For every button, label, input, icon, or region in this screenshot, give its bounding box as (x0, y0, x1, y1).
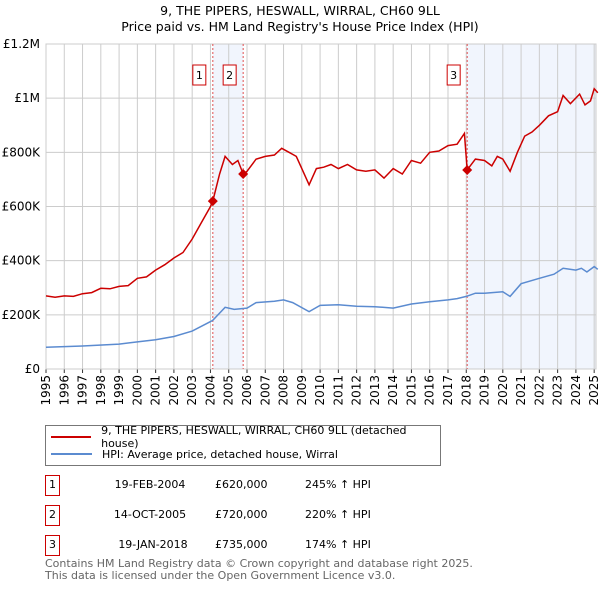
x-tick-label: 2025 (587, 375, 600, 406)
sale-marker-box: 1 (45, 475, 60, 496)
legend: 9, THE PIPERS, HESWALL, WIRRAL, CH60 9LL… (45, 424, 441, 466)
sale-price: £735,000 (215, 538, 268, 551)
x-tick-label: 1997 (76, 375, 90, 406)
x-tick-label: 2017 (441, 375, 455, 406)
x-tick-label: 2006 (240, 375, 254, 406)
legend-item-hpi: HPI: Average price, detached house, Wirr… (51, 446, 338, 462)
x-tick-label: 2008 (277, 375, 291, 406)
x-tick-label: 2018 (459, 375, 473, 406)
x-tick-label: 1996 (57, 375, 71, 406)
sale-point (238, 169, 249, 179)
sale-price: £720,000 (215, 508, 268, 521)
x-tick-label: 2007 (258, 375, 272, 406)
y-tick-label: £1.2M (3, 37, 40, 51)
hpi-line (45, 265, 599, 349)
x-tick-label: 2001 (149, 375, 163, 406)
sale-label: 2 (226, 69, 233, 82)
x-tick-label: 1998 (94, 375, 108, 406)
footer-line: Contains HM Land Registry data © Crown c… (45, 557, 473, 570)
title-line: 9, THE PIPERS, HESWALL, WIRRAL, CH60 9LL (160, 3, 440, 18)
x-tick-label: 1995 (39, 375, 53, 406)
y-tick-label: £600K (2, 200, 42, 214)
x-tick-label: 2000 (130, 375, 144, 406)
x-tick-label: 2016 (423, 375, 437, 406)
sale-hpi: 245% ↑ HPI (305, 478, 371, 491)
sale-hpi: 174% ↑ HPI (305, 538, 371, 551)
sale-point (462, 164, 473, 175)
x-tick-label: 1999 (112, 375, 126, 406)
subtitle-line: Price paid vs. HM Land Registry's House … (121, 19, 479, 34)
x-tick-label: 2013 (368, 375, 382, 406)
legend-swatch-blue (51, 453, 92, 455)
y-tick-label: £0 (25, 362, 40, 376)
x-tick-label: 2022 (532, 375, 546, 406)
y-tick-label: £200K (2, 308, 42, 322)
chart-title: 9, THE PIPERS, HESWALL, WIRRAL, CH60 9LL… (0, 3, 600, 35)
legend-swatch-red (51, 436, 92, 438)
sale-label-box (446, 64, 461, 86)
x-tick-label: 2003 (185, 375, 199, 406)
x-tick-label: 2005 (222, 375, 236, 406)
plot-border (45, 43, 597, 370)
x-tick-label: 2014 (386, 375, 400, 406)
legend-label: 9, THE PIPERS, HESWALL, WIRRAL, CH60 9LL… (101, 424, 407, 450)
x-tick-label: 2009 (295, 375, 309, 406)
sale-label: 3 (450, 69, 457, 82)
sale-marker-box: 3 (45, 535, 60, 556)
sale-hpi: 220% ↑ HPI (305, 508, 371, 521)
sale-date: 19-FEB-2004 (114, 478, 186, 491)
footer: Contains HM Land Registry data © Crown c… (45, 558, 473, 582)
x-tick-label: 2023 (551, 375, 565, 406)
x-tick-label: 2015 (404, 375, 418, 406)
x-tick-label: 2020 (496, 375, 510, 406)
sale-point (207, 196, 218, 207)
x-tick-label: 2002 (167, 375, 181, 406)
sale-label: 1 (196, 69, 203, 82)
x-tick-label: 2004 (203, 375, 217, 406)
sale-label-box (222, 64, 237, 86)
y-tick-label: £1M (14, 91, 40, 105)
sale-date: 14-OCT-2005 (113, 508, 187, 521)
y-tick-label: £800K (2, 145, 42, 159)
x-tick-label: 2012 (350, 375, 364, 406)
y-tick-label: £400K (2, 254, 42, 268)
x-tick-label: 2021 (514, 375, 528, 406)
legend-item-property: 9, THE PIPERS, HESWALL, WIRRAL, CH60 9LL… (51, 424, 440, 450)
x-tick-label: 2010 (313, 375, 327, 406)
x-tick-label: 2019 (478, 375, 492, 406)
x-tick-label: 2011 (331, 375, 345, 406)
plot-area: 1995 1996 1997 1998 1999 2000 2001 2002 2003 2004… (2, 37, 600, 406)
sale-label-box (192, 64, 207, 86)
property-price-line (45, 87, 599, 298)
sale-marker-box: 2 (45, 505, 60, 526)
footer-line: This data is licensed under the Open Gov… (45, 569, 396, 582)
legend-label: HPI: Average price, detached house, Wirr… (102, 447, 338, 461)
sale-price: £620,000 (215, 478, 268, 491)
sale-date: 19-JAN-2018 (118, 538, 188, 551)
x-tick-label: 2024 (569, 375, 583, 406)
